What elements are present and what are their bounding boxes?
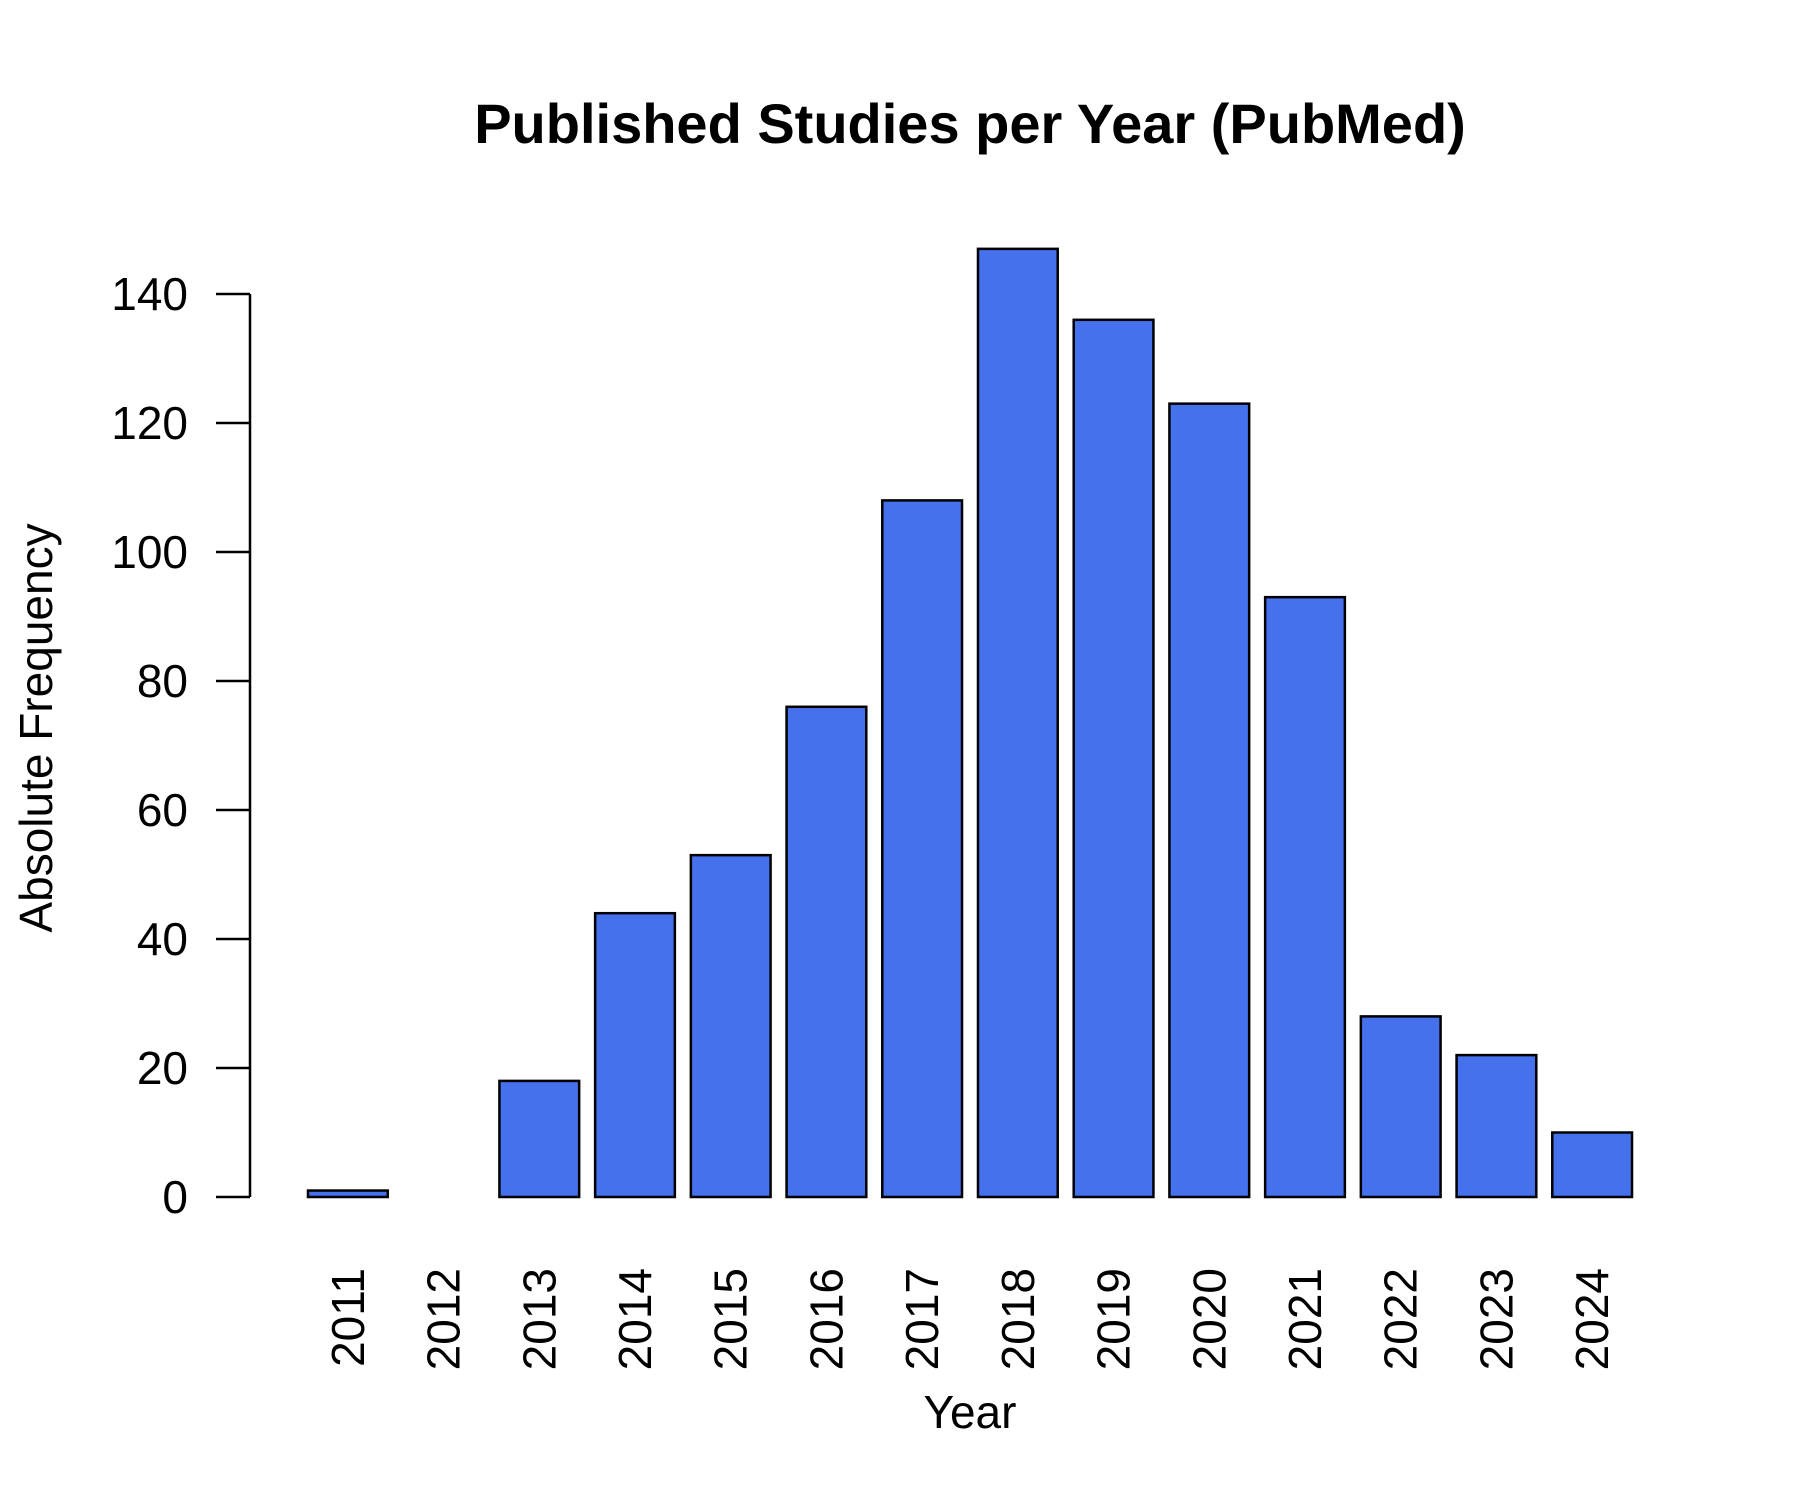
bar-2022 bbox=[1359, 1015, 1442, 1199]
bars bbox=[306, 247, 1634, 1199]
x-tick-label: 2014 bbox=[609, 1268, 661, 1370]
x-tick-label: 2016 bbox=[800, 1268, 852, 1370]
bar-2015 bbox=[689, 853, 772, 1199]
x-tick-label: 2022 bbox=[1375, 1268, 1427, 1370]
y-tick-label: 20 bbox=[137, 1042, 188, 1094]
y-tick-label: 120 bbox=[111, 397, 188, 449]
y-axis-label: Absolute Frequency bbox=[10, 523, 62, 932]
x-tick-label: 2013 bbox=[513, 1268, 565, 1370]
x-tick-label: 2024 bbox=[1566, 1268, 1618, 1370]
x-tick-label: 2012 bbox=[418, 1268, 470, 1370]
x-tick-label: 2021 bbox=[1279, 1268, 1331, 1370]
x-axis-label: Year bbox=[924, 1386, 1017, 1438]
y-axis: 0 20 40 60 80 100 120 140 bbox=[111, 268, 252, 1223]
y-tick-label: 140 bbox=[111, 268, 188, 320]
y-tick-label: 0 bbox=[162, 1171, 188, 1223]
bar-2020 bbox=[1168, 402, 1251, 1199]
bar-2023 bbox=[1455, 1053, 1538, 1199]
y-tick-label: 100 bbox=[111, 526, 188, 578]
y-tick-label: 80 bbox=[137, 655, 188, 707]
y-tick-label: 60 bbox=[137, 784, 188, 836]
y-tick-label: 40 bbox=[137, 913, 188, 965]
chart-title: Published Studies per Year (PubMed) bbox=[474, 92, 1466, 155]
bar-2021 bbox=[1263, 595, 1347, 1199]
x-tick-label: 2019 bbox=[1088, 1268, 1140, 1370]
bar-2017 bbox=[881, 499, 964, 1199]
x-axis-tick-labels: 2011 2012 2013 2014 2015 2016 2017 2018 2019 2020… bbox=[322, 1268, 1618, 1370]
bar-2019 bbox=[1072, 318, 1155, 1199]
bar-2018 bbox=[976, 247, 1059, 1199]
x-tick-label: 2011 bbox=[322, 1268, 374, 1367]
bar-2011 bbox=[306, 1189, 389, 1199]
bar-2013 bbox=[498, 1079, 581, 1199]
x-tick-label: 2020 bbox=[1183, 1268, 1235, 1370]
x-tick-label: 2017 bbox=[896, 1268, 948, 1370]
x-tick-label: 2018 bbox=[992, 1268, 1044, 1370]
bar-2014 bbox=[593, 911, 677, 1199]
x-tick-label: 2015 bbox=[705, 1268, 757, 1370]
bar-2024 bbox=[1551, 1131, 1634, 1199]
bar-2016 bbox=[785, 705, 868, 1199]
x-tick-label: 2023 bbox=[1470, 1268, 1522, 1370]
